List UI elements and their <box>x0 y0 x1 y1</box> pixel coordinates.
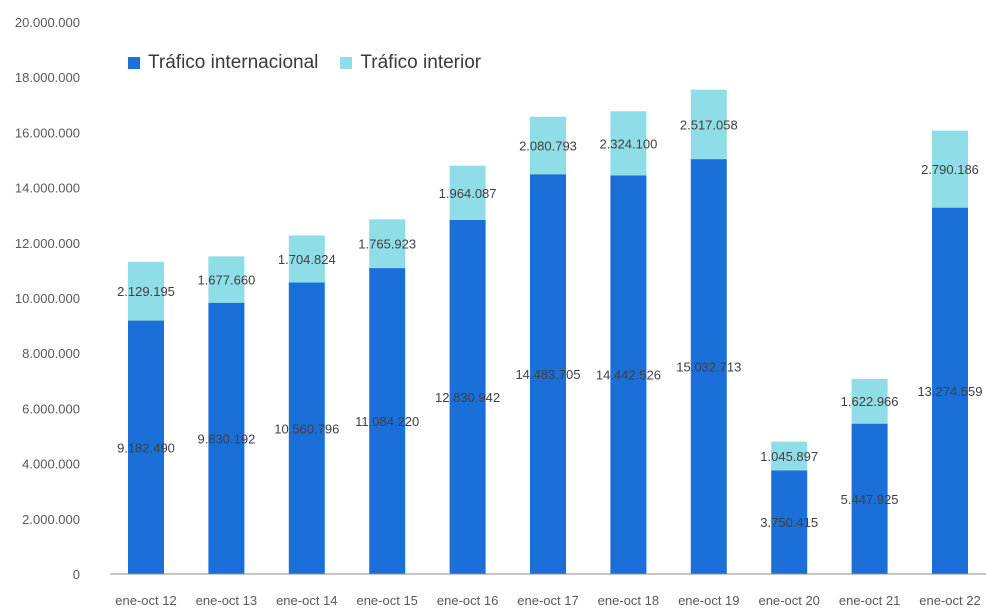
data-label-interior: 1.622.966 <box>841 394 899 409</box>
bar-interior <box>932 130 968 208</box>
y-tick-label: 8.000.000 <box>22 346 80 361</box>
data-label-international: 9.830.192 <box>197 431 255 446</box>
legend-item-interior: Tráfico interior <box>340 52 481 74</box>
bar-international <box>932 207 968 574</box>
bar-interior <box>530 116 566 175</box>
data-label-interior: 2.324.100 <box>599 136 657 151</box>
bar-international <box>690 159 727 575</box>
x-tick-label: ene-oct 18 <box>598 593 659 608</box>
data-label-international: 14.483.705 <box>515 367 580 382</box>
bar-international <box>530 174 566 574</box>
y-tick-label: 6.000.000 <box>22 401 80 416</box>
bar-international <box>288 282 325 574</box>
bar-interior <box>128 261 164 321</box>
bar-interior <box>208 256 245 303</box>
legend-swatch-interior <box>340 57 353 69</box>
data-label-interior: 2.790.186 <box>921 162 979 177</box>
data-label-interior: 2.517.058 <box>680 117 738 132</box>
legend-swatch-international <box>128 57 140 69</box>
data-label-international: 14.442.526 <box>596 368 661 383</box>
bar-interior <box>690 89 727 160</box>
x-tick-label: ene-oct 21 <box>839 593 900 608</box>
legend-label-international: Tráfico internacional <box>148 52 319 73</box>
y-tick-label: 14.000.000 <box>15 181 80 196</box>
x-tick-label: ene-oct 15 <box>356 593 417 608</box>
bar-international <box>610 175 647 574</box>
data-label-international: 3.750.415 <box>760 515 818 530</box>
y-tick-label: 16.000.000 <box>15 125 80 140</box>
bar-interior <box>610 111 647 176</box>
bar-international <box>369 268 406 574</box>
y-tick-label: 10.000.000 <box>15 291 80 306</box>
data-label-interior: 1.045.897 <box>760 449 818 464</box>
bar-interior <box>771 441 808 471</box>
bar-international <box>128 320 164 574</box>
legend-item-international: Tráfico internacional <box>128 52 318 74</box>
bar-international <box>851 423 888 574</box>
bar-interior <box>851 378 888 424</box>
y-tick-label: 4.000.000 <box>22 457 80 472</box>
data-label-interior: 1.765.923 <box>358 237 416 252</box>
data-label-international: 13.274.559 <box>917 384 982 399</box>
legend-label-interior: Tráfico interior <box>360 52 482 73</box>
x-tick-label: ene-oct 20 <box>758 593 819 608</box>
bar-international <box>208 302 245 574</box>
x-tick-label: ene-oct 17 <box>517 593 578 608</box>
y-tick-label: 12.000.000 <box>15 236 80 251</box>
data-label-international: 9.182.490 <box>117 440 175 455</box>
data-label-interior: 2.129.195 <box>117 284 175 299</box>
data-label-international: 12.830.942 <box>435 390 500 405</box>
y-tick-label: 0 <box>73 567 80 582</box>
data-label-international: 15.032.713 <box>676 360 741 375</box>
x-tick-label: ene-oct 14 <box>276 593 337 608</box>
x-tick-label: ene-oct 22 <box>919 593 980 608</box>
data-label-interior: 2.080.793 <box>519 139 577 154</box>
bar-international <box>449 219 486 574</box>
data-label-interior: 1.964.087 <box>439 186 497 201</box>
data-label-international: 10.560.796 <box>274 421 339 436</box>
y-tick-label: 20.000.000 <box>15 15 80 30</box>
bar-interior <box>369 219 406 269</box>
y-tick-label: 18.000.000 <box>15 70 80 85</box>
legend: Tráfico internacional Tráfico interior <box>128 52 481 74</box>
data-label-interior: 1.704.824 <box>278 252 336 267</box>
bar-interior <box>288 235 325 283</box>
x-tick-label: ene-oct 19 <box>678 593 739 608</box>
bar-interior <box>449 165 486 220</box>
data-label-international: 11.084.220 <box>355 414 419 429</box>
x-tick-label: ene-oct 16 <box>437 593 498 608</box>
x-tick-label: ene-oct 13 <box>196 593 257 608</box>
data-label-international: 5.447.925 <box>841 492 899 507</box>
data-label-interior: 1.677.660 <box>197 273 255 288</box>
x-tick-label: ene-oct 12 <box>115 593 176 608</box>
y-tick-label: 2.000.000 <box>22 512 80 527</box>
bar-international <box>771 470 808 574</box>
